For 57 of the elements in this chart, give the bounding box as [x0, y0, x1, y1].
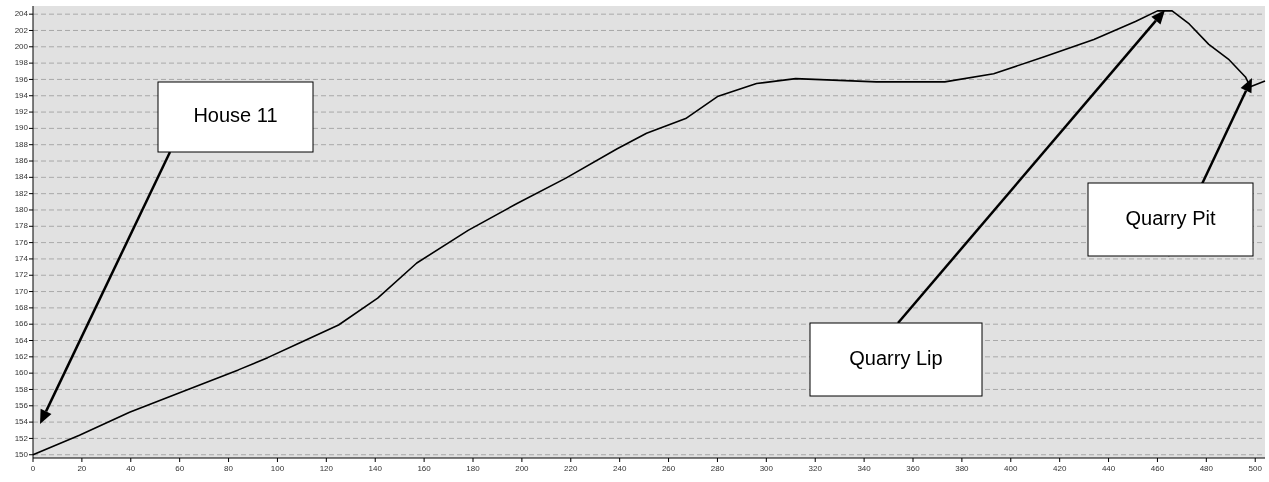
x-tick-label: 300: [759, 464, 774, 473]
x-tick-label: 20: [77, 464, 87, 473]
y-tick-label: 150: [14, 449, 29, 459]
y-tick-label: 196: [14, 74, 29, 84]
x-tick-label: 380: [955, 464, 970, 473]
x-tick-label: 160: [417, 464, 432, 473]
x-tick-label: 320: [808, 464, 823, 473]
y-tick-label: 186: [14, 156, 29, 166]
y-tick-label: 176: [14, 237, 29, 247]
annotation: Quarry Lip: [849, 346, 943, 369]
y-tick-label: 198: [14, 58, 29, 68]
y-tick-label: 166: [14, 319, 29, 329]
y-tick-label: 194: [14, 90, 29, 100]
x-tick-label: 80: [224, 464, 234, 473]
y-tick-label: 164: [14, 335, 29, 345]
x-tick-label: 400: [1004, 464, 1018, 473]
y-tick-label: 192: [14, 107, 29, 117]
x-tick-label: 340: [857, 464, 872, 473]
x-tick-label: 280: [710, 464, 725, 473]
x-tick-label: 360: [906, 464, 921, 473]
y-tick-label: 200: [14, 41, 29, 51]
x-tick-label: 200: [515, 464, 530, 473]
y-tick-label: 180: [14, 205, 29, 215]
y-tick-label: 174: [14, 254, 29, 264]
y-tick-label: 190: [14, 123, 29, 133]
y-tick-label: 182: [14, 188, 29, 198]
y-tick-label: 156: [14, 400, 29, 410]
x-tick-label: 260: [661, 464, 676, 473]
x-tick-label: 140: [368, 464, 383, 473]
x-tick-label: 120: [319, 464, 334, 473]
x-tick-label: 40: [126, 464, 136, 473]
annotation: Quarry Pit: [1125, 206, 1216, 229]
x-tick-label: 480: [1199, 464, 1214, 473]
y-tick-label: 152: [14, 433, 29, 443]
y-tick-label: 188: [14, 139, 29, 149]
x-tick-label: 460: [1150, 464, 1165, 473]
y-tick-label: 168: [14, 302, 29, 312]
y-tick-label: 170: [14, 286, 29, 296]
y-tick-label: 184: [14, 172, 29, 182]
y-tick-label: 160: [14, 368, 29, 378]
y-tick-label: 172: [14, 270, 29, 280]
y-tick-label: 202: [14, 25, 29, 35]
x-tick-label: 180: [466, 464, 481, 473]
x-tick-label: 60: [175, 464, 185, 473]
x-tick-label: 240: [612, 464, 627, 473]
x-tick-label: 0: [30, 464, 36, 473]
y-tick-label: 162: [14, 351, 29, 361]
y-tick-label: 158: [14, 384, 29, 394]
x-tick-label: 440: [1101, 464, 1116, 473]
x-tick-label: 420: [1052, 464, 1067, 473]
x-tick-label: 100: [270, 464, 285, 473]
y-tick-label: 178: [14, 221, 29, 231]
y-tick-label: 204: [14, 9, 29, 19]
annotation: House 11: [193, 104, 278, 127]
x-tick-label: 220: [564, 464, 578, 473]
x-tick-label: 500: [1248, 464, 1263, 473]
y-tick-label: 154: [14, 417, 29, 427]
